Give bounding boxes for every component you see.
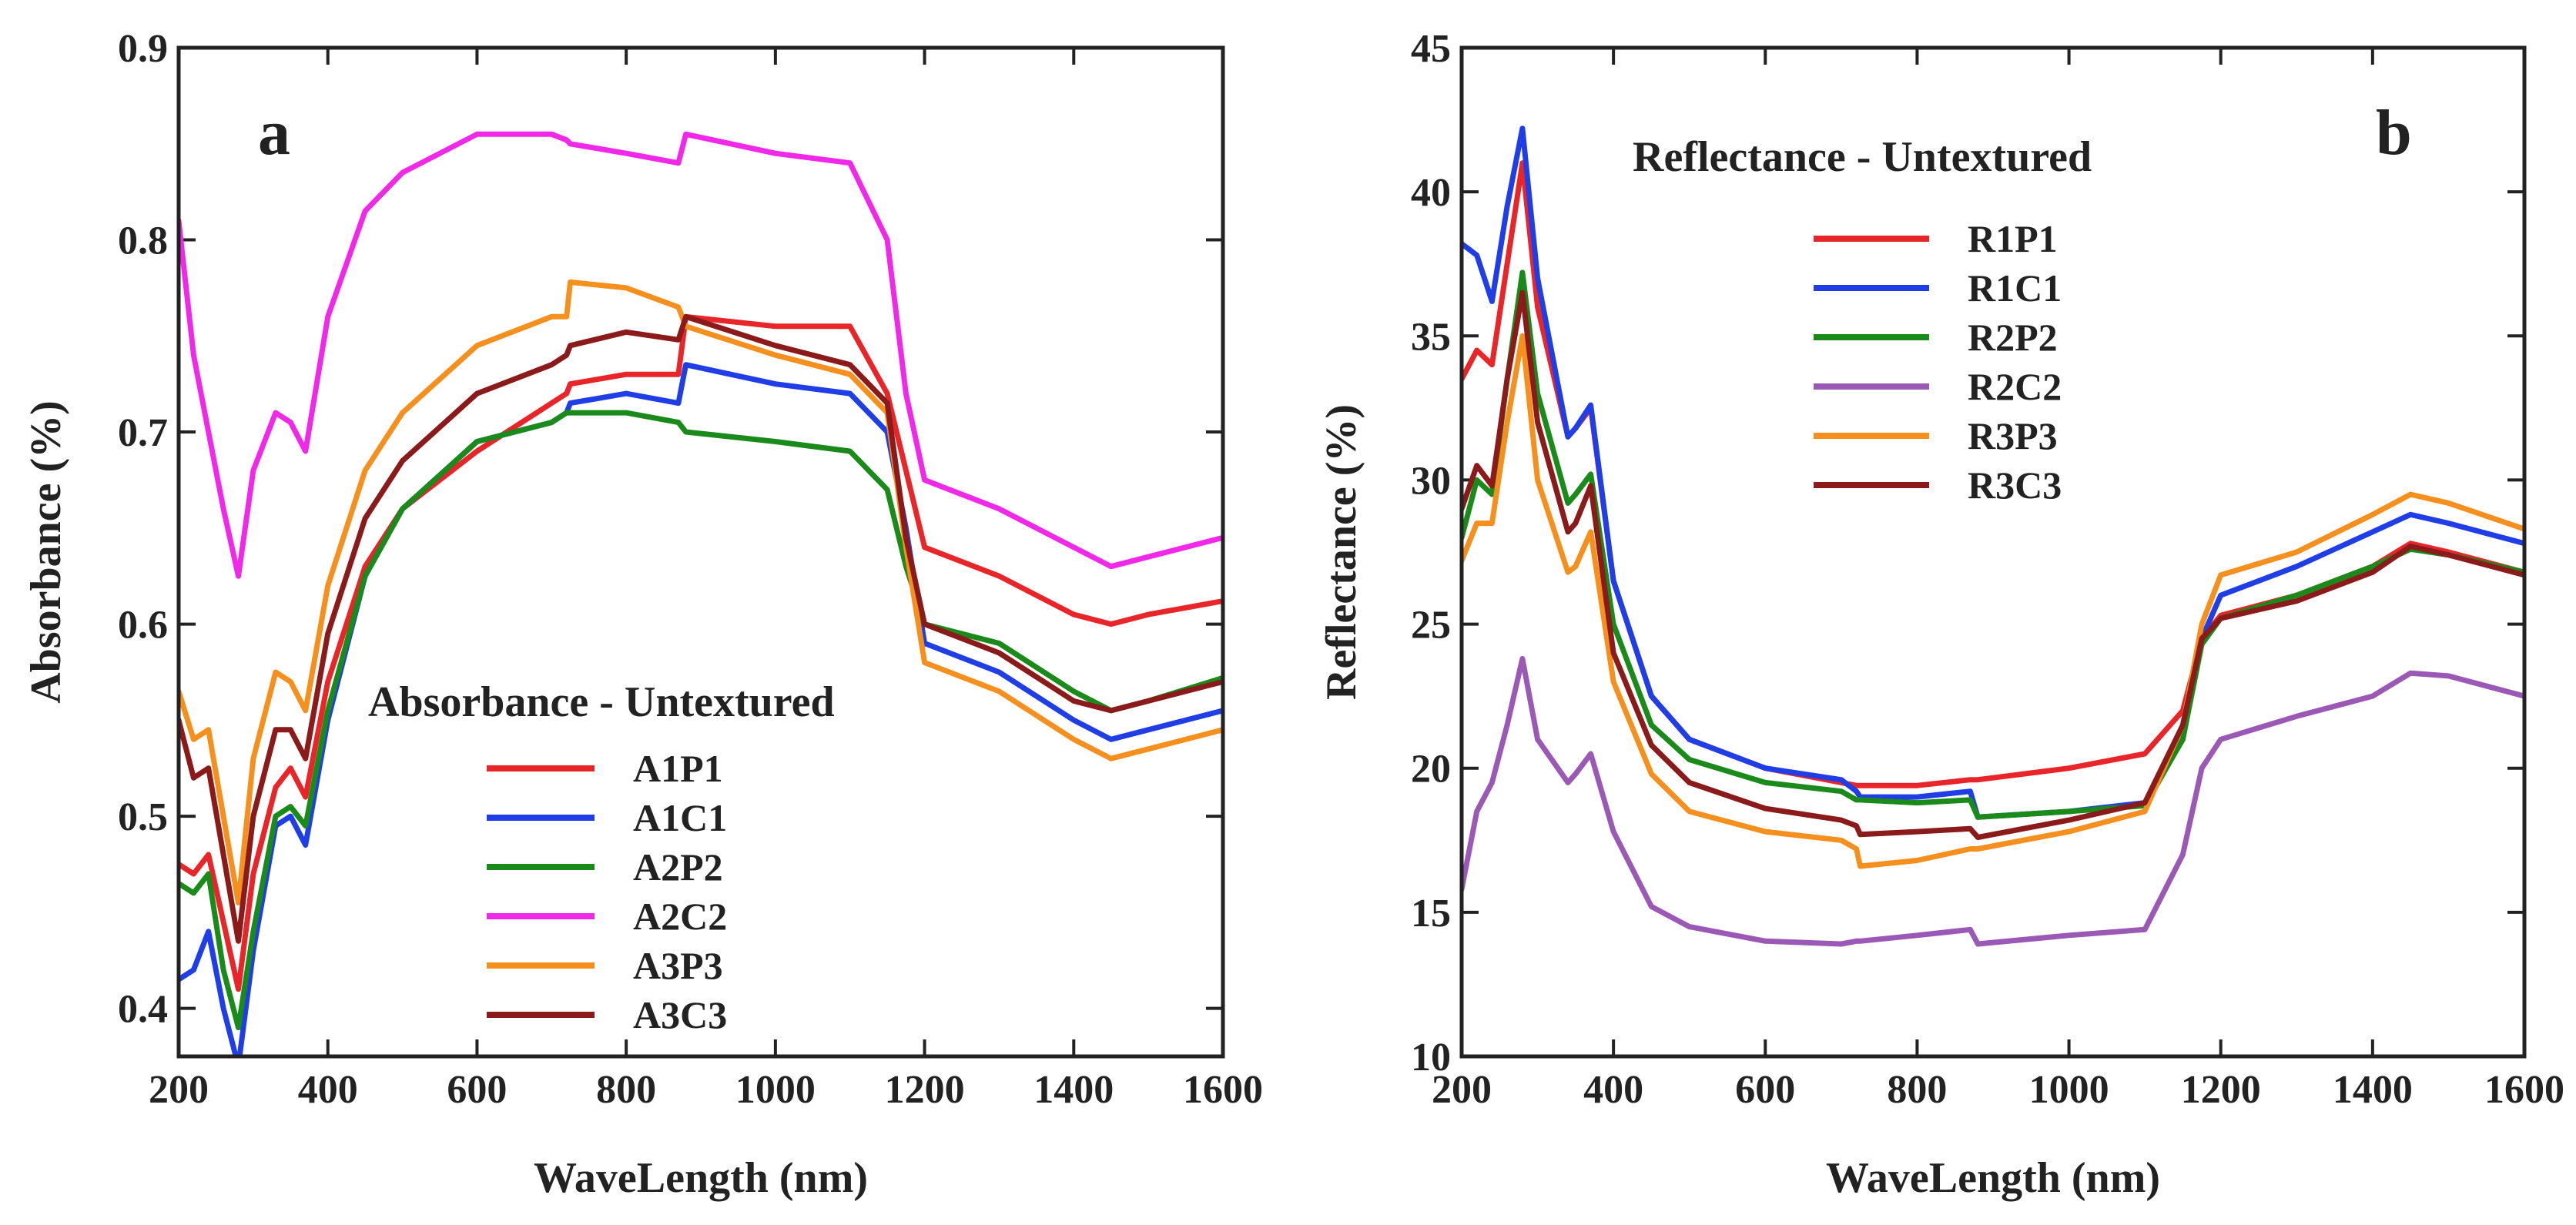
panel-b-ytick-label: 15 xyxy=(1411,892,1451,935)
panel-a-ytick-label: 0.5 xyxy=(118,795,168,839)
panel-b-xtick-label: 1000 xyxy=(2029,1068,2109,1112)
panel-b-xtick-label: 1600 xyxy=(2484,1068,2564,1112)
legend-label-a3c3: A3C3 xyxy=(633,993,727,1036)
panel-a-xtick-label: 200 xyxy=(149,1068,209,1112)
panel-b-legend: Reflectance - Untextured R1P1 R1C1 R2P2 R2C… xyxy=(1633,133,2092,507)
panel-b-ytick-label: 35 xyxy=(1411,315,1451,359)
panel-a-ylabel: Absorbance (%) xyxy=(22,400,70,704)
panel-b-ylabel: Reflectance (%) xyxy=(1318,404,1365,700)
panel-b-xtick-label: 1200 xyxy=(2181,1068,2261,1112)
panel-a-ticks xyxy=(177,46,1224,1056)
panel-a-ytick-label: 0.6 xyxy=(118,604,168,648)
legend-label-a2c2: A2C2 xyxy=(633,895,727,938)
panel-a-ytick-label: 0.9 xyxy=(118,27,168,71)
panel-b-ytick-label: 10 xyxy=(1411,1036,1451,1079)
legend-label-a3p3: A3P3 xyxy=(633,944,723,987)
panel-a-ytick-label: 0.8 xyxy=(118,219,168,263)
legend-label-r3p3: R3P3 xyxy=(1968,414,2058,457)
legend-label-r2c2: R2C2 xyxy=(1968,365,2062,408)
panel-a-xtick-label: 1600 xyxy=(1183,1068,1263,1112)
legend-label-a1p1: A1P1 xyxy=(633,747,723,790)
series-line-r1c1 xyxy=(1462,126,2524,820)
panel-b-xtick-label: 800 xyxy=(1887,1068,1947,1112)
panel-a-legend-title: Absorbance - Untextured xyxy=(368,678,835,726)
panel-a-xtick-label: 1400 xyxy=(1033,1068,1114,1112)
series-line-a2c2 xyxy=(179,131,1223,579)
panel-b-legend-title: Reflectance - Untextured xyxy=(1633,133,2092,181)
panel-b-xtick-label: 400 xyxy=(1583,1068,1643,1112)
panel-a-plot-frame xyxy=(176,45,1225,1059)
panel-a-xtick-label: 1200 xyxy=(885,1068,965,1112)
panel-b-xtick-label: 600 xyxy=(1735,1068,1795,1112)
panel-a-legend-items: A1P1 A1C1 A2P2 A2C2 A3P3 A3C3 xyxy=(487,747,727,1036)
series-line-a3p3 xyxy=(179,279,1223,905)
legend-label-a1c1: A1C1 xyxy=(633,796,727,839)
panel-b-reflectance-chart: 200 400 600 800 1000 1200 1400 1600 10 15 20 25 30 35… xyxy=(1318,27,2564,1202)
panel-b-plot-frame xyxy=(1459,45,2527,1059)
legend-label-r3c3: R3C3 xyxy=(1968,464,2062,507)
panel-a-series-lines xyxy=(179,131,1223,1056)
panel-b-letter: b xyxy=(2376,97,2412,169)
panel-a-xtick-label: 400 xyxy=(298,1068,358,1112)
legend-label-a2p2: A2P2 xyxy=(633,845,723,889)
panel-a-ytick-label: 0.4 xyxy=(118,988,168,1032)
panel-b-xtick-label: 1400 xyxy=(2333,1068,2413,1112)
panel-b-ytick-label: 45 xyxy=(1411,27,1451,71)
series-line-a3c3 xyxy=(179,313,1223,944)
panel-a-letter: a xyxy=(258,97,290,169)
panel-a-xtick-label: 800 xyxy=(596,1068,656,1112)
panel-a-xtick-label: 600 xyxy=(447,1068,507,1112)
series-line-a2p2 xyxy=(179,410,1223,1031)
panel-b-ytick-label: 30 xyxy=(1411,459,1451,503)
panel-a-tick-labels: 200 400 600 800 1000 1200 1400 1600 0.4 0.5 0.6 0.7… xyxy=(118,27,1263,1112)
series-line-r2c2 xyxy=(1462,656,2524,947)
series-line-r3c3 xyxy=(1462,290,2524,840)
panel-b-xlabel: WaveLength (nm) xyxy=(1826,1154,2160,1202)
panel-a-absorbance-chart: 200 400 600 800 1000 1200 1400 1600 0.4 0.5 0.6 0.7… xyxy=(22,27,1263,1202)
legend-label-r1c1: R1C1 xyxy=(1968,266,2062,310)
legend-label-r2p2: R2P2 xyxy=(1968,316,2058,359)
panel-a-xlabel: WaveLength (nm) xyxy=(534,1154,868,1202)
panel-b-legend-items: R1P1 R1C1 R2P2 R2C2 R3P3 R3C3 xyxy=(1814,217,2062,507)
series-line-a1p1 xyxy=(179,313,1223,992)
panel-a-xtick-label: 1000 xyxy=(735,1068,816,1112)
panel-b-ytick-label: 25 xyxy=(1411,604,1451,648)
panel-b-xtick-label: 200 xyxy=(1432,1068,1492,1112)
panel-a-legend: Absorbance - Untextured A1P1 A1C1 A2P2 A2C2… xyxy=(368,678,835,1036)
panel-b-tick-labels: 200 400 600 800 1000 1200 1400 1600 10 15 20 25 30 35… xyxy=(1411,27,2564,1112)
series-line-r3p3 xyxy=(1462,333,2524,869)
panel-a-ytick-label: 0.7 xyxy=(118,411,168,455)
panel-b-ytick-label: 40 xyxy=(1411,171,1451,215)
legend-label-r1p1: R1P1 xyxy=(1968,217,2058,260)
panel-b-series-lines xyxy=(1462,126,2524,947)
panel-b-ticks xyxy=(1460,46,2526,1058)
panel-b-ytick-label: 20 xyxy=(1411,748,1451,792)
